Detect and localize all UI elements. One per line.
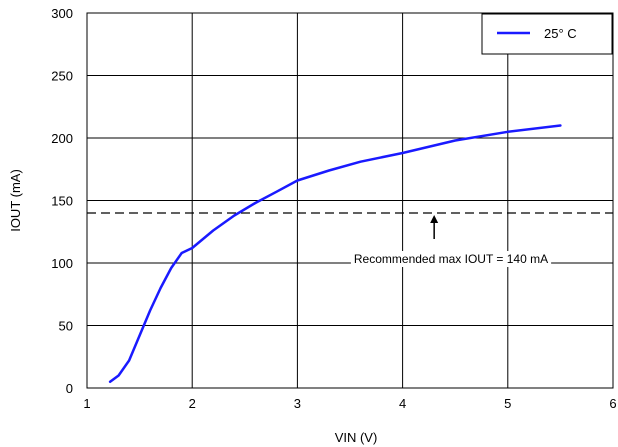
series-line [108, 124, 562, 384]
reference-label-background [350, 251, 552, 267]
legend: 25° C [481, 13, 613, 55]
grid [86, 12, 614, 389]
y-tick-label: 200 [51, 131, 73, 146]
reference-arrow [430, 215, 439, 239]
arrow-head [430, 215, 439, 223]
x-tick-label: 2 [189, 396, 196, 411]
y-tick-label: 250 [51, 69, 73, 84]
y-tick-label: 0 [66, 381, 73, 396]
y-tick-label: 150 [51, 194, 73, 209]
x-axis-label: VIN (V) [335, 430, 378, 445]
legend-box [481, 13, 613, 55]
y-axis-label: IOUT (mA) [8, 169, 23, 232]
legend-label: 25° C [544, 26, 577, 41]
x-tick-label: 5 [504, 396, 511, 411]
y-tick-label: 50 [59, 319, 73, 334]
x-tick-label: 4 [399, 396, 406, 411]
y-tick-label: 300 [51, 6, 73, 21]
plot-frame [86, 12, 614, 389]
y-tick-label: 100 [51, 256, 73, 271]
x-axis: 1 2 3 4 5 6 [83, 396, 616, 411]
reference-label: Recommended max IOUT = 140 mA [354, 252, 548, 266]
x-tick-label: 1 [83, 396, 90, 411]
y-axis: 0 50 100 150 200 250 300 [51, 6, 73, 396]
x-tick-label: 6 [609, 396, 616, 411]
series-group [108, 124, 562, 384]
x-tick-label: 3 [294, 396, 301, 411]
